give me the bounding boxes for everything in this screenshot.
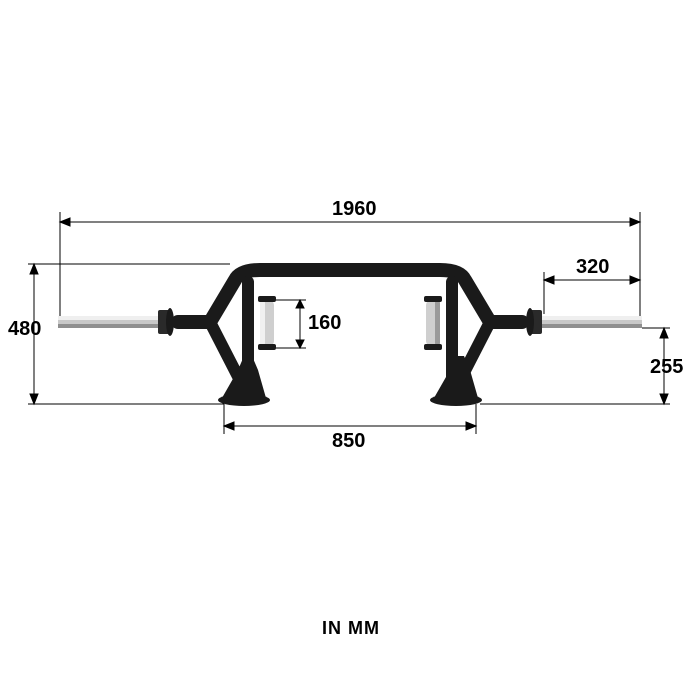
feet xyxy=(218,356,482,406)
dimension-diagram: 1960 480 160 850 320 255 IN MM xyxy=(0,0,700,700)
dim-handle-height: 160 xyxy=(308,312,341,335)
dim-sleeve-length: 320 xyxy=(576,256,609,279)
left-sleeve xyxy=(58,308,174,336)
unit-label: IN MM xyxy=(322,618,380,639)
dim-overall-length: 1960 xyxy=(332,198,377,221)
dim-inner-width: 850 xyxy=(332,430,365,453)
trap-bar-svg xyxy=(0,0,700,700)
dim-overall-height: 480 xyxy=(8,318,41,341)
left-handle xyxy=(258,296,276,350)
dim-foot-rise: 255 xyxy=(650,356,683,379)
right-handle xyxy=(424,296,442,350)
right-sleeve xyxy=(526,308,642,336)
